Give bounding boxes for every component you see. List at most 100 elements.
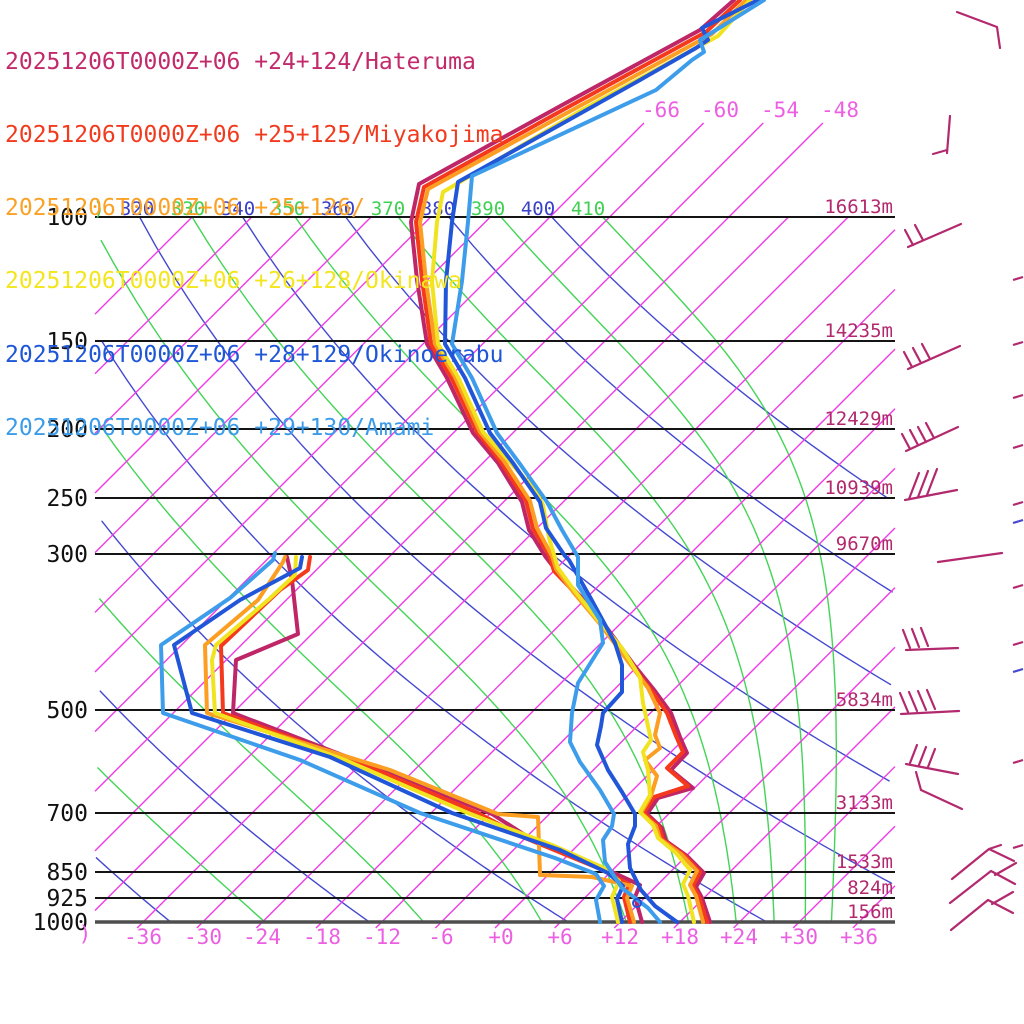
svg-text:+30: +30 [780,925,818,949]
svg-text:250: 250 [46,486,88,512]
svg-text:350: 350 [271,198,305,220]
wind-barb-icon [920,342,932,361]
svg-text:200: 200 [46,417,88,443]
wind-barb-icon [917,745,928,767]
wind-barb-icon [948,869,1017,905]
wind-barb-icon [908,428,920,447]
svg-text:12429m: 12429m [824,408,893,430]
svg-text:500: 500 [46,698,88,724]
wind-barb-icon [899,709,961,716]
svg-text:410: 410 [571,198,605,220]
svg-text:-18: -18 [303,925,341,949]
svg-text:320: 320 [120,198,154,220]
svg-text:390: 390 [471,198,505,220]
svg-text:9670m: 9670m [836,533,893,555]
sounding-profiles [159,0,766,924]
svg-text:340: 340 [221,198,255,220]
svg-text:400: 400 [521,198,555,220]
wind-barb-icon [908,743,919,765]
wind-barb-icon [925,467,939,497]
wind-barb-icon [902,350,914,369]
wind-barb-icon [900,432,912,451]
svg-text:100: 100 [46,205,88,231]
svg-text:-54: -54 [761,98,799,122]
wind-barb-icon [936,551,1004,564]
station-legend: 20251206T0000Z+06 +24+124/Hateruma 20251… [5,1,504,489]
svg-text:925: 925 [46,886,88,912]
wind-barb-icon [990,890,1015,906]
svg-text:+18: +18 [661,925,699,949]
svg-text:+6: +6 [547,925,572,949]
legend-line-unnamed: 20251206T0000Z+06 +25+126/ [5,195,366,222]
wind-barb-icon [904,646,960,652]
wind-barb-icon [945,114,952,155]
wind-barb-icon [924,421,936,440]
wind-barb-icon [903,228,915,247]
wind-barb-icon [987,843,1003,851]
wind-barb-icon [925,688,937,711]
wind-barb-icon [993,861,1018,877]
svg-text:): ) [79,922,92,946]
svg-text:300: 300 [46,542,88,568]
wind-barb-icon [931,148,949,156]
wind-barb-icon [955,10,1002,50]
svg-text:1533m: 1533m [836,851,893,873]
svg-text:+36: +36 [840,925,878,949]
legend-line-amami: 20251206T0000Z+06 +29+130/Amami [5,414,435,441]
svg-text:): ) [93,198,104,220]
svg-text:16613m: 16613m [824,196,893,218]
svg-text:700: 700 [46,801,88,827]
svg-text:156m: 156m [847,901,893,923]
wind-barb-icon [910,627,921,649]
svg-text:850: 850 [46,860,88,886]
wind-barb-icon [949,898,1015,932]
wind-barb-icon [901,628,912,650]
wind-barb-icon [903,488,959,502]
svg-text:-48: -48 [821,98,859,122]
dewpoint-profile-amami [159,551,606,924]
temperature-profile-amami [450,0,766,924]
wind-barb-icon [907,690,919,713]
wind-barb-icon [904,762,960,776]
dewpoint-profile-+25+126 [203,555,636,924]
svg-text:330: 330 [171,198,205,220]
svg-text:+0: +0 [488,925,513,949]
isotherm-lines [94,122,896,929]
svg-text:+24: +24 [720,925,758,949]
svg-text:5834m: 5834m [836,689,893,711]
wind-barb-icon [906,222,963,249]
wind-barb-icon [916,689,928,712]
wind-barb-icon [916,469,930,499]
svg-text:-36: -36 [124,925,162,949]
wind-barb-icon [919,626,930,648]
svg-text:-30: -30 [184,925,222,949]
wind-barb-icon [919,788,964,811]
svg-text:+12: +12 [601,925,639,949]
legend-line-okinoerabu: 20251206T0000Z+06 +28+129/Okinoerabu [5,341,504,368]
wind-barb-icon [916,425,928,444]
wind-barb-icon [906,344,962,371]
svg-text:150: 150 [46,329,88,355]
svg-text:-60: -60 [701,98,739,122]
legend-line-okinawa: 20251206T0000Z+06 +26+128/Okinawa [5,268,462,295]
svg-text:3133m: 3133m [836,792,893,814]
wind-barb-icon [913,223,925,242]
wind-barb-icon [898,691,910,714]
svg-text:824m: 824m [847,877,893,899]
wind-barb-icon [911,346,923,365]
svg-text:10939m: 10939m [824,477,893,499]
legend-line-hateruma: 20251206T0000Z+06 +24+124/Hateruma [5,48,476,75]
wind-barbs [898,10,1024,932]
wind-barb-icon [926,747,937,769]
svg-text:14235m: 14235m [824,320,893,342]
svg-text:360: 360 [321,198,355,220]
legend-line-miyakojima: 20251206T0000Z+06 +25+125/Miyakojima [5,122,504,149]
wind-barb-icon [914,770,923,792]
svg-text:-6: -6 [428,925,453,949]
svg-text:-24: -24 [243,925,281,949]
wind-barb-icon [904,425,960,453]
wind-barb-icon [950,847,1016,881]
